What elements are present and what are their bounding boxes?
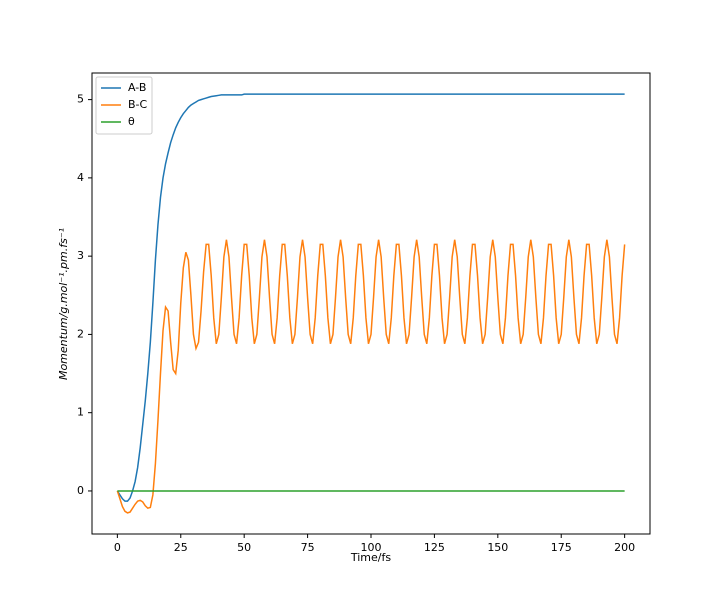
x-tick-label: 25	[174, 541, 188, 554]
y-tick-label: 4	[77, 171, 84, 184]
y-tick-label: 3	[77, 249, 84, 262]
x-tick-label: 200	[614, 541, 635, 554]
x-tick-label: 75	[301, 541, 315, 554]
legend-box	[95, 76, 153, 135]
x-tick-label: 50	[237, 541, 251, 554]
x-tick-label: 125	[424, 541, 445, 554]
y-tick-label: 5	[77, 93, 84, 106]
legend-label: A-B	[128, 81, 146, 94]
y-tick-label: 2	[77, 327, 84, 340]
y-tick-label: 0	[77, 484, 84, 497]
plot-frame	[91, 72, 651, 535]
x-axis-label: Time/fs	[350, 551, 391, 564]
x-tick-label: 150	[487, 541, 508, 554]
y-axis-label: Momentum/g.mol⁻¹.pm.fs⁻¹	[57, 228, 70, 380]
legend-label: B-C	[128, 98, 148, 111]
line-series	[116, 239, 626, 514]
x-tick-label: 0	[114, 541, 121, 554]
line-series	[116, 93, 625, 502]
x-tick-label: 175	[551, 541, 572, 554]
legend-label: θ	[128, 115, 135, 128]
x-tick-label: 100	[361, 541, 382, 554]
y-tick-label: 1	[77, 406, 84, 419]
